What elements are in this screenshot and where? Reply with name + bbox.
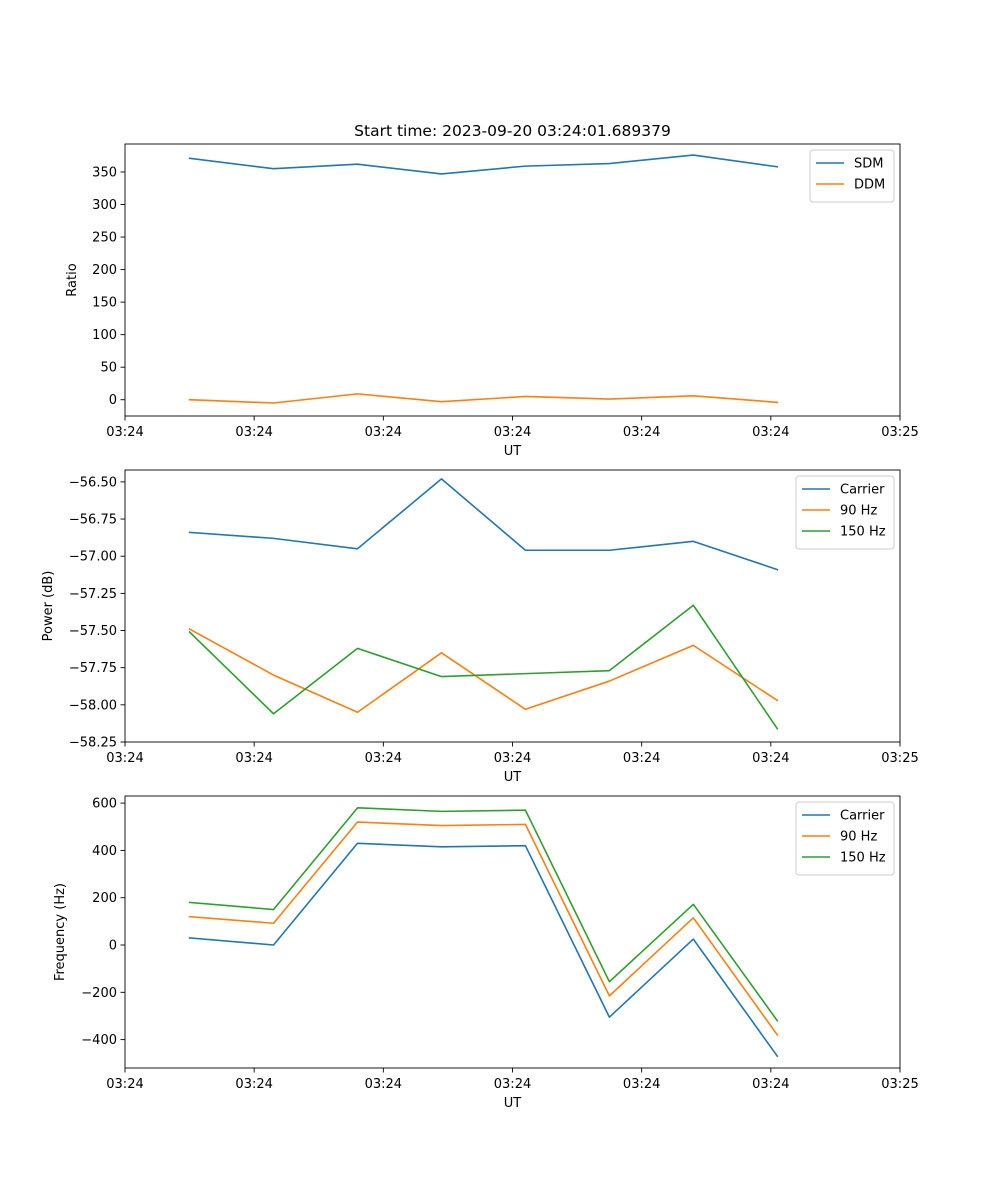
- axes-frame: [124, 143, 901, 417]
- x-tick-label: 03:24: [235, 751, 272, 766]
- x-tick-label: 03:24: [106, 751, 143, 766]
- x-tick-label: 03:24: [752, 425, 789, 440]
- x-tick-label: 03:24: [235, 1077, 272, 1092]
- series-line-150-hz: [188, 807, 779, 1022]
- chart-title: Start time: 2023-09-20 03:24:01.689379: [354, 122, 671, 140]
- x-axis-label: UT: [504, 770, 522, 785]
- x-tick-label: 03:25: [881, 425, 918, 440]
- legend: Carrier 90 Hz 150 Hz: [795, 475, 895, 550]
- legend-label: SDM: [854, 157, 883, 172]
- series-line-150-hz: [188, 604, 779, 730]
- y-tick-label: 50: [100, 361, 117, 376]
- legend-label: DDM: [854, 178, 885, 193]
- y-axis-label: Frequency (Hz): [53, 883, 68, 981]
- y-tick-label: 150: [92, 296, 117, 311]
- series-line-90-hz: [188, 627, 779, 714]
- x-tick-label: 03:24: [365, 425, 402, 440]
- x-tick-label: 03:24: [106, 1077, 143, 1092]
- y-tick-label: −58.00: [69, 698, 117, 713]
- x-axis-label: UT: [504, 1096, 522, 1111]
- x-tick-label: 03:24: [494, 751, 531, 766]
- x-tick-label: 03:24: [235, 425, 272, 440]
- legend-label: Carrier: [840, 809, 885, 824]
- y-tick-label: 350: [92, 165, 117, 180]
- chart-panel-1: 03:24 03:24 03:24 03:24 03:24 03:24 03:25 0 50 10…: [65, 122, 919, 459]
- y-tick-label: 200: [92, 263, 117, 278]
- chart-panel-2: 03:24 03:24 03:24 03:24 03:24 03:24 03:25 −58.2…: [41, 469, 919, 785]
- legend-label: 150 Hz: [840, 525, 886, 540]
- y-axis-label: Power (dB): [41, 571, 56, 642]
- y-tick-label: −57.25: [69, 587, 117, 602]
- y-axis-label: Ratio: [65, 263, 80, 296]
- y-tick-label: −57.75: [69, 661, 117, 676]
- y-tick-label: −400: [81, 1033, 117, 1048]
- x-tick-label: 03:25: [881, 1077, 918, 1092]
- y-tick-label: −57.00: [69, 550, 117, 565]
- legend-label: Carrier: [840, 483, 885, 498]
- y-tick-label: −200: [81, 986, 117, 1001]
- x-tick-label: 03:24: [752, 751, 789, 766]
- series-line-sdm: [188, 154, 779, 175]
- x-tick-label: 03:24: [365, 751, 402, 766]
- y-tick-label: −56.50: [69, 475, 117, 490]
- x-tick-label: 03:24: [494, 1077, 531, 1092]
- series-line-carrier: [188, 842, 779, 1058]
- x-tick-label: 03:25: [881, 751, 918, 766]
- x-axis-label: UT: [504, 444, 522, 459]
- y-tick-label: 100: [92, 328, 117, 343]
- legend-label: 150 Hz: [840, 851, 886, 866]
- legend-label: 90 Hz: [840, 830, 877, 845]
- y-tick-label: 400: [92, 844, 117, 859]
- x-tick-label: 03:24: [494, 425, 531, 440]
- y-tick-label: 600: [92, 797, 117, 812]
- x-tick-label: 03:24: [106, 425, 143, 440]
- y-tick-label: 0: [109, 393, 117, 408]
- y-tick-label: 0: [109, 939, 117, 954]
- x-tick-label: 03:24: [752, 1077, 789, 1092]
- y-tick-label: −56.75: [69, 513, 117, 528]
- y-tick-label: 250: [92, 231, 117, 246]
- x-tick-label: 03:24: [623, 1077, 660, 1092]
- chart-panel-3: 03:24 03:24 03:24 03:24 03:24 03:24 03:25 −400 −…: [53, 795, 919, 1111]
- x-tick-label: 03:24: [365, 1077, 402, 1092]
- axes-frame: [124, 795, 901, 1069]
- y-tick-label: −58.25: [69, 736, 117, 751]
- x-tick-label: 03:24: [623, 425, 660, 440]
- legend: SDM DDM: [809, 149, 895, 203]
- y-tick-label: −57.50: [69, 624, 117, 639]
- y-tick-label: 300: [92, 198, 117, 213]
- series-line-ddm: [188, 393, 779, 404]
- legend: Carrier 90 Hz 150 Hz: [795, 801, 895, 876]
- series-line-carrier: [188, 478, 779, 571]
- y-tick-label: 200: [92, 891, 117, 906]
- series-line-90-hz: [188, 821, 779, 1037]
- legend-label: 90 Hz: [840, 504, 877, 519]
- x-tick-label: 03:24: [623, 751, 660, 766]
